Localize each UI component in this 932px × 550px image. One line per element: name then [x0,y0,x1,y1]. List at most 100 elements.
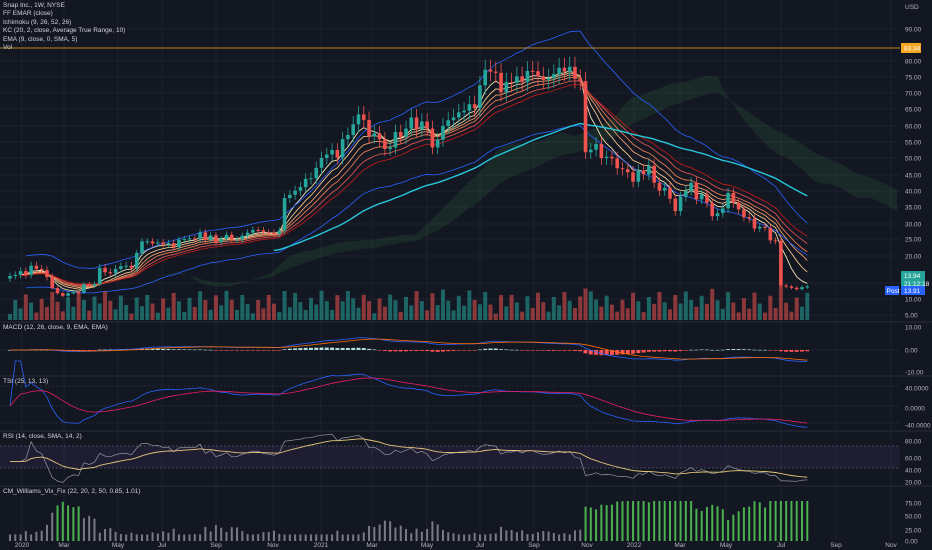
macd-histogram-bar [398,350,403,352]
candle-body [493,71,498,73]
volume-bar [161,298,166,320]
volume-bar [778,285,783,320]
ema-ribbon-line [20,77,808,287]
volume-bar [39,298,44,320]
vix-fix-bar [130,532,133,541]
volume-bar [192,306,197,320]
macd-label[interactable]: MACD (12, 26, close, 9, EMA, EMA) [3,324,108,331]
volume-bar [108,300,113,320]
volume-bar [673,294,678,320]
candle-body [166,243,171,245]
vix-fix-bar [679,501,682,541]
legend-kc[interactable]: KC (20, 2, close, Average True Range, 10… [3,27,126,35]
vix-tick-label: 75.00 [905,501,922,508]
macd-histogram-bar [778,350,783,352]
candle-body [87,284,91,286]
macd-histogram-bar [103,349,108,351]
candle-body [641,170,646,175]
macd-histogram-bar [44,349,49,351]
legend-ff-emar[interactable]: FF EMAR (close) [3,10,53,18]
volume-bar [372,313,377,320]
tsi-label[interactable]: TSI (25, 13, 13) [3,378,49,385]
vix-fix-bar [637,501,640,541]
candle-body [309,178,313,180]
legend-vol[interactable]: Vol [3,44,13,52]
vix-fix-bar [77,506,80,541]
candle-body [694,182,699,200]
candles [8,56,810,298]
candle-body [240,235,245,240]
candle-body [13,274,18,276]
candle-body [731,192,736,203]
volume-bar [520,311,525,320]
vix-fix-bar [294,534,297,541]
tsi-tick-label: 0.0000 [905,406,925,413]
macd-histogram-bar [715,349,720,351]
candle-body [715,213,720,217]
macd-histogram-bar [683,350,688,351]
macd-histogram-bar [488,348,493,350]
legend-ema[interactable]: EMA (9, close, 0, SMA, 5) [3,35,78,43]
macd-histogram-bar [108,349,113,350]
volume-bar [720,308,725,320]
candle-body [272,232,276,234]
vix-fix-bar [357,534,360,541]
macd-histogram-bar [668,350,672,352]
candle-body [567,66,572,72]
volume-bar [66,297,71,320]
vix-fix-bar [431,521,434,541]
volume-bar [752,292,757,320]
price-axis[interactable]: 5.0010.0015.0020.0025.0030.0035.0040.004… [905,4,931,546]
time-axis[interactable]: 2020 Mar May Jul Sep Nov 2021 Mar May Jul Sep Nov 20… [15,542,898,549]
volume-bar [287,307,292,320]
vix-label[interactable]: CM_Williams_Vix_Fix (22, 20, 2, 50, 0.85… [3,488,141,495]
macd-histogram-bar [287,348,292,350]
volume-bar [18,308,23,320]
volume-bar [594,299,599,320]
candle-body [261,230,266,233]
volume-bar [472,300,477,320]
volume-bar [298,302,303,320]
macd-histogram-bar [97,349,102,351]
volume-bar [430,293,435,320]
vix-fix-bar [341,534,344,541]
vix-fix-bar [278,533,281,541]
vix-fix-bar [273,530,275,541]
macd-histogram-bar [546,350,551,351]
vix-fix-bar [785,501,788,541]
macd-histogram-bar [166,349,171,350]
candle-body [113,268,118,274]
vix-fix-bar [67,505,70,541]
candle-body [18,271,23,275]
y-tick-label: 35.00 [905,205,922,212]
macd-histogram-bar [409,350,414,351]
rsi-label[interactable]: RSI (14, close, SMA, 14, 2) [3,433,82,440]
volume-bar [277,312,282,320]
volume-bar [747,308,752,320]
volume-bar [736,312,741,320]
legend-ichimoku[interactable]: Ichimoku (9, 26, 52, 26) [3,18,72,26]
candle-body [441,126,445,140]
volume-bar [282,291,287,320]
volume-bar [704,303,709,320]
candle-body [409,117,414,129]
vix-fix-bar [209,531,212,541]
candle-body [420,121,424,130]
volume-bar [324,301,329,320]
vix-fix-bar [621,501,624,541]
volume-bar [699,295,704,320]
macd-histogram-bar [477,349,482,351]
macd-histogram-bar [361,348,366,350]
vix-fix-bar [230,527,233,541]
candle-body [361,114,366,120]
vix-fix-bar [19,534,22,541]
volume-bar [488,304,493,320]
macd-histogram-bar [393,350,398,352]
macd-histogram-bar [567,350,572,351]
vix-fix-bar [579,529,582,541]
vix-fix-bar [114,531,117,541]
legend-symbol[interactable]: Snap Inc., 1W, NYSE [3,2,65,9]
macd-histogram-bar [440,350,445,352]
vix-fix-bar [584,506,587,541]
rsi-lines [10,433,808,483]
